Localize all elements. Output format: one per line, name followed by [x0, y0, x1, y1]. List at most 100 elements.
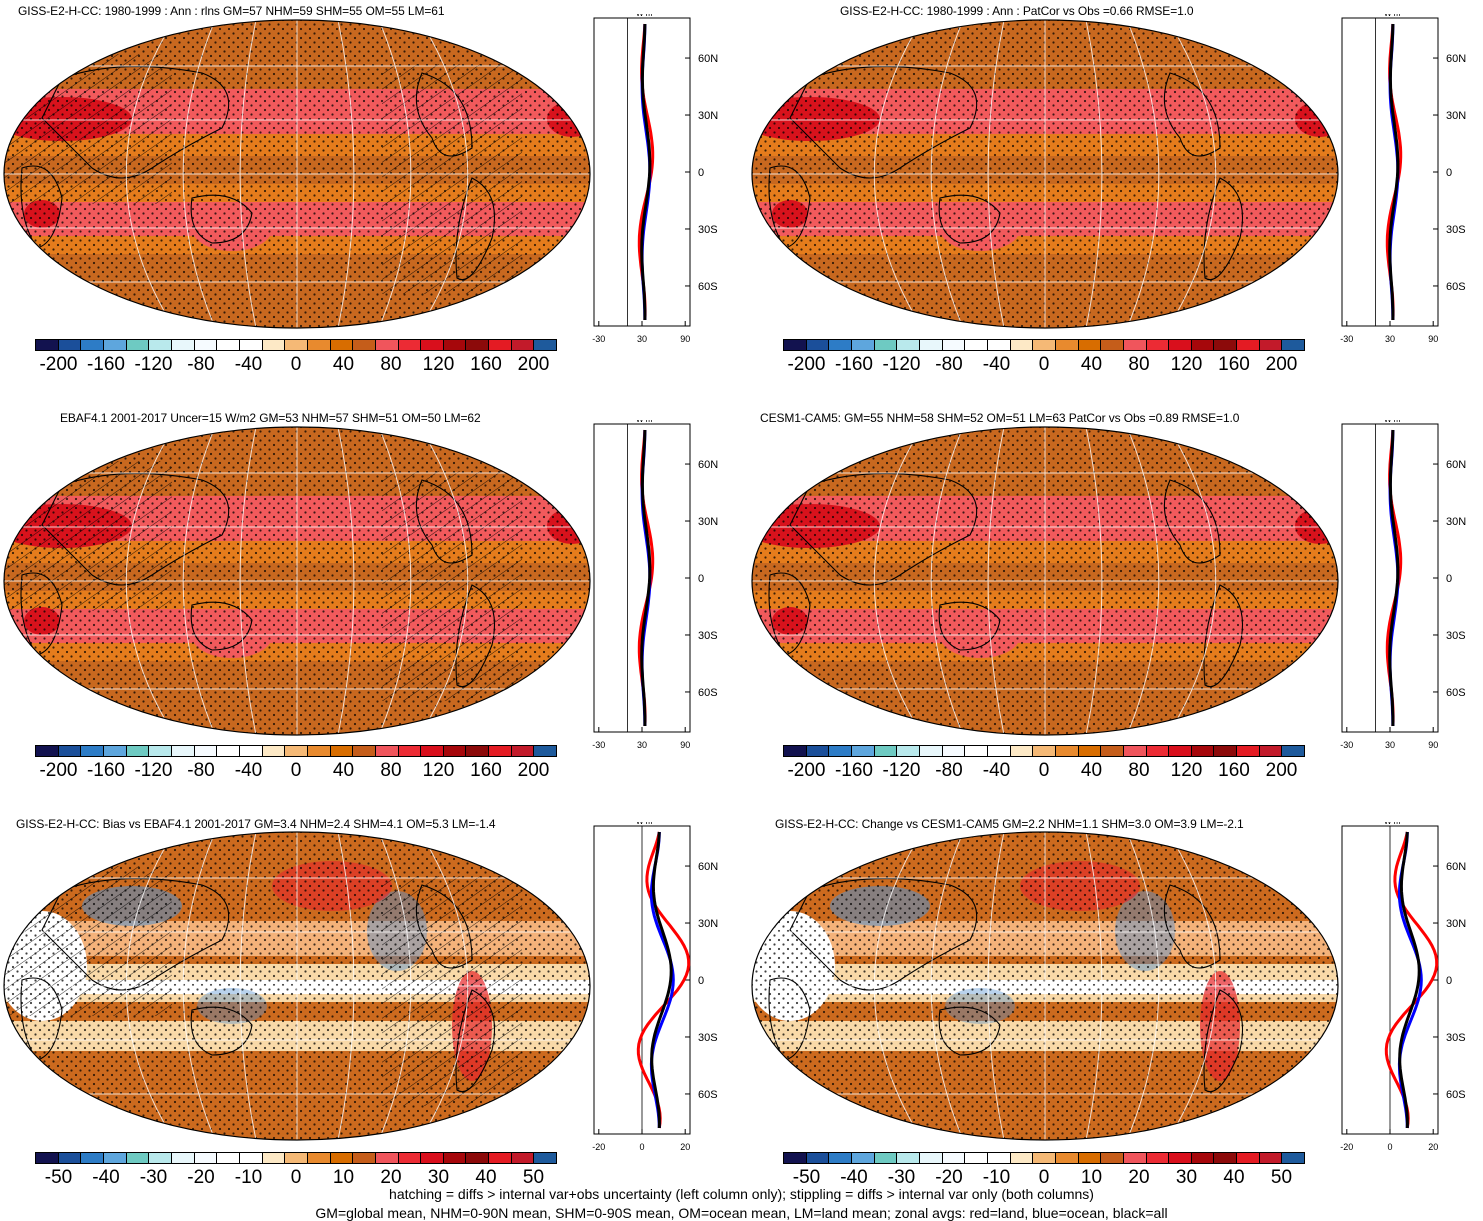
zonal-mean-plot: W m-2 -30 30 90 60N 30N 0 30S 60S: [1340, 14, 1466, 344]
colorbar-swatch: [874, 340, 898, 350]
colorbar-label: -200: [39, 354, 78, 375]
colorbar-label: -40: [982, 760, 1011, 781]
colorbar-swatch: [1214, 340, 1238, 350]
colorbar-label: -50: [792, 1167, 821, 1188]
colorbar-swatch: [443, 746, 467, 756]
colorbar-label: 30: [427, 1167, 450, 1188]
colorbar-swatch: [965, 746, 988, 756]
colorbar-swatch: [1259, 746, 1283, 756]
zonal-x-tick: 90: [1428, 334, 1438, 344]
colorbar-swatch: [375, 340, 399, 350]
colorbar-swatch: [307, 1153, 331, 1163]
colorbar-swatch: [806, 1153, 830, 1163]
colorbar-swatch: [851, 1153, 875, 1163]
colorbar-swatch: [262, 1153, 286, 1163]
colorbar-swatch: [1055, 1153, 1079, 1163]
colorbar-swatch: [194, 340, 218, 350]
colorbar-swatch: [1259, 1153, 1283, 1163]
colorbar-swatch: [239, 1153, 263, 1163]
zonal-unit-label: W m-2: [1384, 822, 1406, 826]
colorbar-label: -20: [187, 1167, 215, 1188]
colorbar-swatch: [874, 1153, 898, 1163]
colorbar: [35, 1152, 557, 1164]
colorbar-swatch: [466, 1153, 490, 1163]
lat-label: 30S: [698, 630, 718, 642]
colorbar: [783, 745, 1305, 757]
zonal-x-tick: -30: [592, 334, 605, 344]
colorbar-swatch: [1282, 340, 1305, 350]
colorbar-labels: -200 -160 -120 -80 -40 0 40 80 120 160 200: [35, 354, 557, 378]
lat-label: 60N: [698, 53, 718, 65]
colorbar: [783, 1152, 1305, 1164]
colorbar-swatch: [511, 1153, 535, 1163]
colorbar-swatch: [1010, 1153, 1034, 1163]
colorbar-swatch: [239, 340, 263, 350]
colorbar-swatch: [58, 746, 82, 756]
colorbar-label: 120: [1170, 354, 1203, 375]
colorbar-label: 20: [1128, 1167, 1150, 1188]
colorbar-label: 120: [1170, 760, 1203, 781]
robinson-map: [3, 19, 591, 329]
colorbar-swatch: [1123, 340, 1147, 350]
colorbar-swatch: [126, 1153, 150, 1163]
colorbar-label: 40: [1080, 354, 1103, 375]
zonal-x-tick: -20: [1340, 1142, 1353, 1152]
colorbar-swatch: [126, 340, 150, 350]
lat-label: 60N: [698, 861, 718, 873]
colorbar-swatch: [784, 1153, 807, 1163]
colorbar-swatch: [466, 746, 490, 756]
colorbar-label: -10: [234, 1167, 263, 1188]
colorbar-label: -40: [840, 1167, 868, 1188]
lat-label: 30S: [1446, 1032, 1466, 1044]
colorbar-label: -160: [86, 760, 125, 781]
colorbar-swatch: [534, 340, 557, 350]
colorbar-swatch: [1169, 1153, 1192, 1163]
colorbar-swatch: [784, 340, 807, 350]
colorbar-swatch: [353, 340, 376, 350]
zonal-x-tick: 20: [680, 1142, 690, 1152]
colorbar-label: 120: [422, 760, 455, 781]
zonal-mean-plot: W m-2 -30 30 90 60N 30N 0 30S 60S: [592, 14, 718, 344]
footer-line-1: hatching = diffs > internal var+obs unce…: [389, 1186, 1094, 1202]
lat-label: 0: [1446, 975, 1452, 987]
colorbar-swatch: [1169, 340, 1192, 350]
colorbar-swatch: [1237, 340, 1260, 350]
colorbar-label: -80: [935, 760, 963, 781]
colorbar-swatch: [1237, 746, 1260, 756]
colorbar-label: 30: [1175, 1167, 1198, 1188]
lat-label: 60N: [1446, 459, 1466, 471]
zonal-x-tick: 90: [680, 334, 690, 344]
colorbar-swatch: [1191, 340, 1215, 350]
colorbar-swatch: [285, 340, 308, 350]
colorbar-label: -200: [787, 354, 826, 375]
colorbar-swatch: [1146, 1153, 1170, 1163]
colorbar-swatch: [1169, 746, 1192, 756]
colorbar-swatch: [330, 340, 354, 350]
zonal-mean-plot: W m-2 -20 0 20 60N 30N 0 30S 60S: [1340, 822, 1466, 1152]
colorbar-swatch: [942, 746, 966, 756]
colorbar-swatch: [489, 1153, 512, 1163]
zonal-x-tick: 30: [637, 740, 647, 750]
colorbar-label: 0: [290, 1167, 302, 1188]
colorbar-label: -120: [882, 354, 921, 375]
colorbar-swatch: [897, 340, 920, 350]
colorbar-label: -160: [834, 354, 873, 375]
zonal-x-tick: 0: [1387, 1142, 1392, 1152]
colorbar-swatch: [398, 340, 422, 350]
colorbar-label: 120: [422, 354, 455, 375]
colorbar-swatch: [897, 1153, 920, 1163]
lat-label: 0: [1446, 573, 1452, 585]
lat-label: 60S: [698, 687, 718, 699]
colorbar: [35, 745, 557, 757]
colorbar-swatch: [171, 746, 195, 756]
colorbar-swatch: [1101, 340, 1124, 350]
colorbar-label: 40: [1223, 1167, 1245, 1188]
zonal-x-tick: -30: [592, 740, 605, 750]
colorbar-swatch: [489, 746, 512, 756]
zonal-land-line: [636, 831, 691, 1129]
colorbar-label: -40: [234, 760, 263, 781]
colorbar-label: -30: [139, 1167, 168, 1188]
lat-label: 30S: [698, 1032, 718, 1044]
colorbar-label: 80: [380, 354, 402, 375]
colorbar-label: -160: [834, 760, 873, 781]
